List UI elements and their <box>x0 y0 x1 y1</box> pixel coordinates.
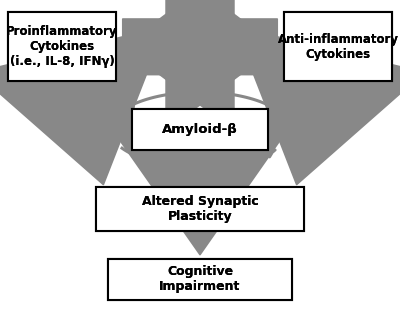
Text: Anti-inflammatory
Cytokines: Anti-inflammatory Cytokines <box>278 33 398 61</box>
FancyBboxPatch shape <box>96 187 304 231</box>
FancyBboxPatch shape <box>8 12 116 81</box>
Text: Altered Synaptic
Plasticity: Altered Synaptic Plasticity <box>142 195 258 223</box>
Text: Cognitive
Impairment: Cognitive Impairment <box>159 265 241 293</box>
FancyBboxPatch shape <box>108 259 292 300</box>
Text: Altered Synaptic
Plasticity: Altered Synaptic Plasticity <box>142 195 258 223</box>
Text: Cognitive
Impairment: Cognitive Impairment <box>159 265 241 293</box>
FancyBboxPatch shape <box>8 12 116 81</box>
Text: Proinflammatory
Cytokines
(i.e., IL-8, IFNγ): Proinflammatory Cytokines (i.e., IL-8, I… <box>6 25 118 68</box>
FancyBboxPatch shape <box>284 12 392 81</box>
FancyBboxPatch shape <box>96 187 304 231</box>
FancyBboxPatch shape <box>284 12 392 81</box>
FancyBboxPatch shape <box>132 109 268 150</box>
Text: Anti-inflammatory
Cytokines: Anti-inflammatory Cytokines <box>278 33 398 61</box>
Text: Amyloid-β: Amyloid-β <box>162 123 238 136</box>
Text: Amyloid-β: Amyloid-β <box>162 123 238 136</box>
FancyBboxPatch shape <box>108 259 292 300</box>
FancyBboxPatch shape <box>132 109 268 150</box>
Text: Proinflammatory
Cytokines
(i.e., IL-8, IFNγ): Proinflammatory Cytokines (i.e., IL-8, I… <box>6 25 118 68</box>
